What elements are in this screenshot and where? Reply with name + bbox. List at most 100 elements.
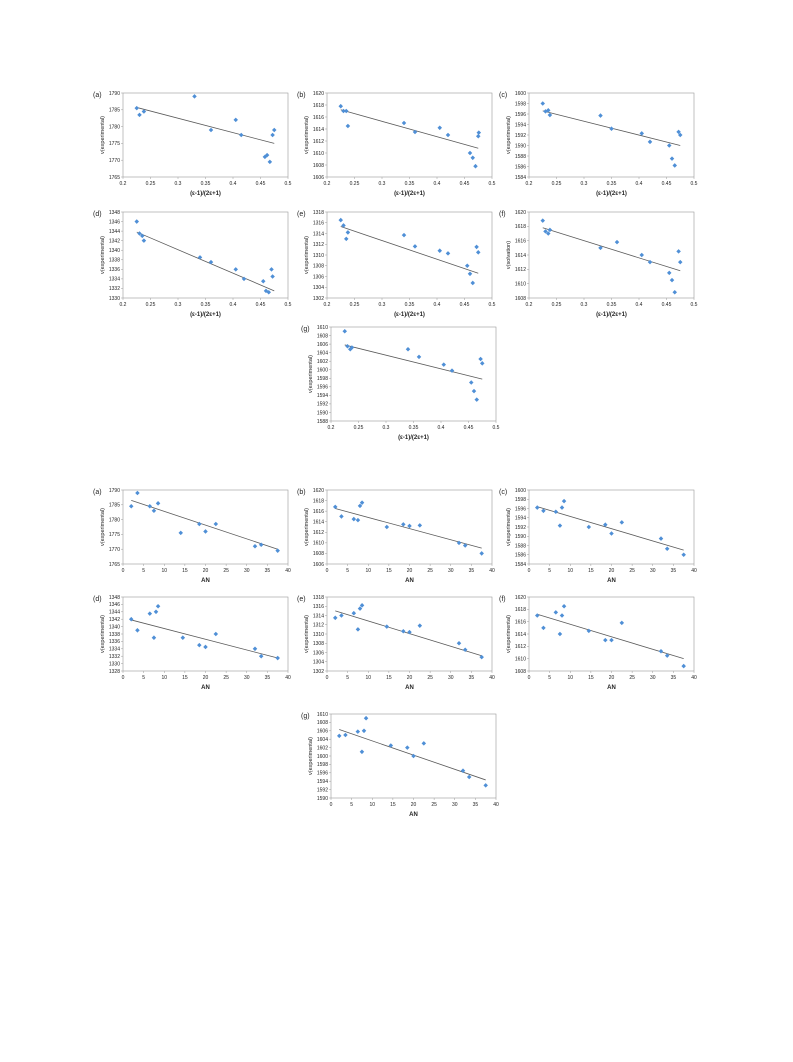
- y-tick-label: 1586: [515, 164, 526, 170]
- x-axis-title: (ε-1)/(2ε+1): [394, 312, 425, 318]
- data-point: [614, 239, 620, 245]
- y-tick-label: 1610: [515, 281, 526, 287]
- data-point: [603, 637, 608, 643]
- y-tick-label: 1586: [515, 553, 526, 559]
- chart-panel: (d) 1330 1332 1334 1336 1338 1340 1342 1344 1346 1…: [93, 210, 292, 318]
- data-point: [669, 156, 675, 161]
- data-point: [233, 117, 239, 123]
- x-tick-label: 0.2: [324, 302, 331, 308]
- data-point: [412, 244, 418, 249]
- data-point: [252, 646, 258, 652]
- data-point: [639, 252, 645, 258]
- y-tick-label: 1608: [515, 296, 526, 302]
- y-tick-label: 1608: [317, 720, 328, 726]
- y-tick-label: 1600: [317, 754, 328, 760]
- panel-label: (b): [297, 92, 306, 99]
- y-tick-label: 1314: [313, 613, 324, 619]
- x-tick-label: 0.2: [324, 181, 331, 187]
- trend-line: [344, 344, 483, 380]
- x-tick-label: 0.2: [526, 302, 533, 308]
- data-point: [561, 603, 567, 609]
- x-axis-title: AN: [409, 812, 418, 818]
- data-point: [460, 768, 466, 773]
- x-tick-label: 35: [265, 568, 271, 574]
- y-tick-label: 1590: [515, 534, 526, 540]
- plot-frame: [326, 92, 493, 178]
- y-tick-label: 1765: [109, 175, 120, 181]
- data-point: [534, 505, 540, 510]
- plot-frame: [326, 211, 493, 299]
- x-tick-label: 0.25: [350, 302, 360, 308]
- x-tick-label: 25: [629, 675, 635, 681]
- y-tick-label: 1584: [515, 175, 526, 181]
- x-tick-label: 25: [427, 675, 433, 681]
- y-tick-label: 1592: [515, 133, 526, 139]
- y-tick-label: 1334: [109, 277, 120, 283]
- x-tick-label: 0.4: [636, 302, 643, 308]
- x-axis-title: AN: [405, 578, 414, 584]
- y-tick-label: 1616: [313, 115, 324, 121]
- x-tick-label: 20: [203, 675, 209, 681]
- x-axis-title: (ε-1)/(2ε+1): [596, 191, 627, 197]
- data-point: [475, 133, 481, 139]
- data-point: [336, 733, 342, 739]
- panel-label: (g): [301, 326, 310, 333]
- data-point: [445, 132, 451, 138]
- y-tick-label: 1765: [109, 562, 120, 568]
- y-tick-label: 1346: [109, 602, 120, 608]
- y-tick-label: 1602: [317, 745, 328, 751]
- data-point: [540, 218, 546, 223]
- plot-frame: [528, 489, 695, 565]
- y-tick-label: 1616: [515, 238, 526, 244]
- data-point: [405, 745, 410, 750]
- data-point: [479, 551, 484, 556]
- data-point: [267, 159, 273, 165]
- data-point: [345, 230, 351, 235]
- x-tick-label: 0.35: [405, 181, 415, 187]
- chart-panel: (b) 1606 1608 1610 1612 1614 1616 1618 1620 0.2 0.…: [297, 91, 496, 197]
- y-tick-label: 1598: [317, 762, 328, 768]
- x-tick-label: 10: [365, 568, 371, 574]
- data-point: [401, 522, 406, 527]
- x-tick-label: 35: [265, 675, 271, 681]
- x-tick-label: 0: [326, 568, 329, 574]
- y-tick-label: 1780: [109, 124, 120, 130]
- data-point: [559, 613, 565, 618]
- x-tick-label: 0.4: [636, 181, 643, 187]
- x-tick-label: 0.35: [405, 302, 415, 308]
- x-tick-label: 40: [489, 568, 495, 574]
- data-point: [553, 509, 559, 515]
- y-axis-title: ν(experimental): [304, 508, 310, 546]
- data-point: [559, 505, 565, 510]
- x-tick-label: 0.35: [607, 302, 617, 308]
- y-axis-title: ν(experimental): [304, 116, 310, 154]
- y-axis-title: ν(experimental): [100, 508, 106, 546]
- data-point: [441, 362, 447, 367]
- y-tick-label: 1606: [317, 729, 328, 735]
- y-tick-label: 1610: [313, 541, 324, 547]
- y-tick-label: 1608: [317, 333, 328, 339]
- data-point: [466, 774, 472, 780]
- x-tick-label: 0.4: [438, 425, 445, 431]
- data-point: [275, 548, 280, 553]
- y-tick-label: 1588: [515, 543, 526, 549]
- data-point: [270, 274, 275, 279]
- panel-label: (d): [93, 596, 102, 603]
- y-tick-label: 1598: [515, 497, 526, 503]
- x-tick-label: 30: [650, 675, 656, 681]
- data-point: [476, 130, 482, 135]
- x-tick-label: 0.4: [434, 302, 441, 308]
- trend-line: [136, 231, 275, 292]
- data-point: [203, 644, 208, 650]
- plot-frame: [528, 211, 695, 299]
- data-point: [357, 503, 363, 509]
- data-point: [345, 343, 350, 349]
- y-axis-title: ν(experimental): [100, 615, 106, 653]
- data-point: [666, 270, 672, 276]
- data-point: [135, 628, 140, 633]
- x-tick-label: 0.35: [201, 302, 211, 308]
- x-tick-label: 35: [469, 568, 475, 574]
- data-point: [384, 624, 390, 629]
